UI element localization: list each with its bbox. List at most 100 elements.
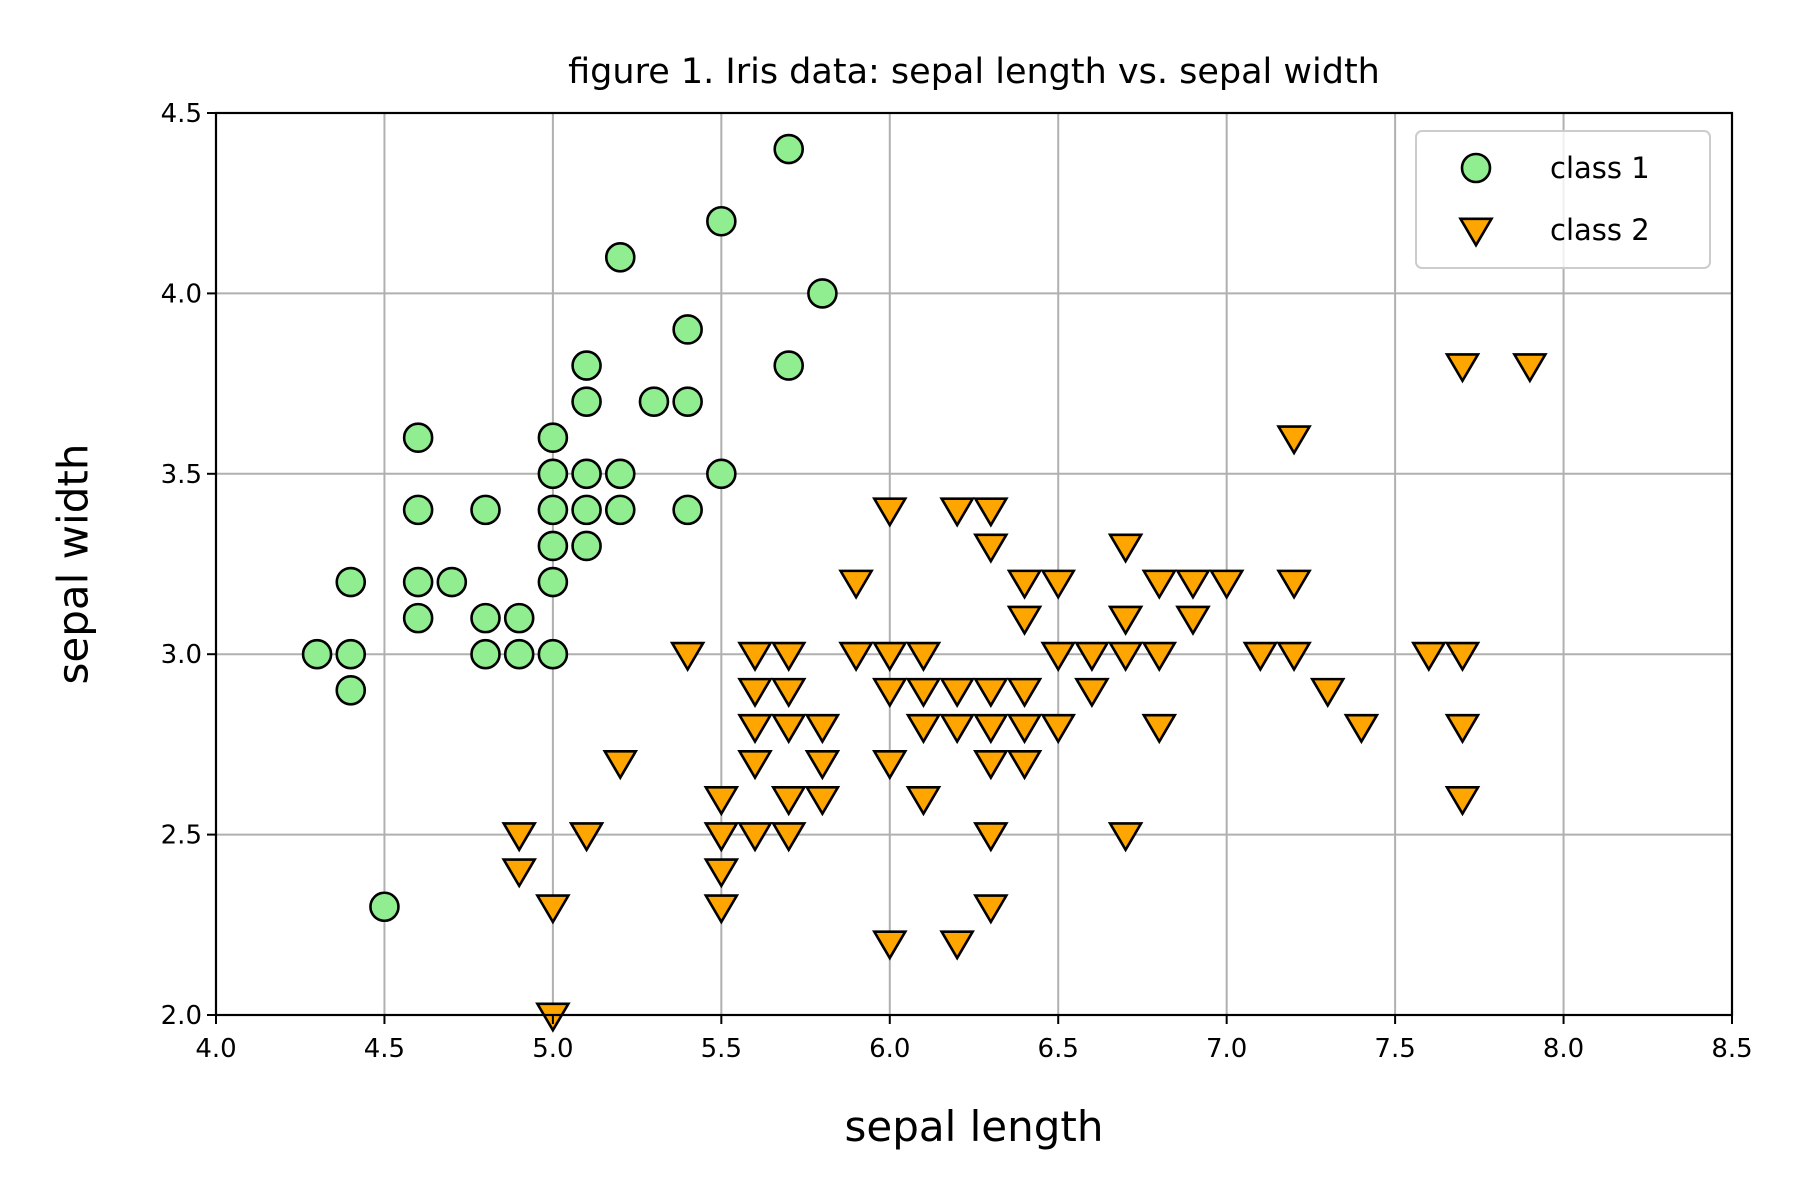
class-1-point [335,566,367,598]
legend-label: class 1 [1550,151,1650,185]
series-1 [301,133,838,923]
class-1-point [807,278,838,309]
x-tick-label: 8.5 [1711,1034,1752,1064]
class-2-point [973,533,1009,564]
x-tick-label: 5.0 [532,1034,573,1064]
class-1-point [604,494,636,526]
class-1-point [470,602,501,634]
class-2-point [1107,641,1144,672]
points-layer [301,133,1548,1033]
class-2-point [973,894,1009,925]
class-2-point [1444,713,1481,745]
x-tick-label: 6.5 [1038,1034,1079,1064]
class-2-point [501,822,537,853]
y-tick-label: 4.5 [161,99,202,129]
class-2-point [1276,641,1312,672]
class-1-point [335,674,367,706]
class-1-point [369,891,400,923]
class-1-point [571,458,602,490]
class-2-point [770,822,807,853]
class-2-point [905,641,942,672]
ticks-layer: 4.0 4.5 5.0 5.5 6.0 6.5 7.0 7.5 8.0 8.5 2.0 2.5 3.0 3… [161,99,1753,1064]
x-tick-label: 4.0 [195,1034,236,1064]
legend-items: class 1 class 2 [1458,151,1650,248]
class-2-point [939,497,975,528]
x-tick-label: 6.0 [869,1034,910,1064]
class-1-point [402,494,434,526]
class-1-point [571,350,602,381]
class-2-point [1040,713,1076,745]
class-1-point [503,602,535,634]
class-1-point [571,530,602,562]
class-2-point [804,786,841,817]
class-2-point [1411,641,1447,672]
x-tick-label: 4.5 [364,1034,405,1064]
class-2-point [1141,641,1178,672]
class-2-point [535,894,571,925]
class-2-point [703,822,740,853]
y-tick-label: 3.5 [161,460,202,490]
class-2-point [1276,425,1312,456]
class-2-point [737,749,773,781]
class-1-point [402,566,434,598]
class-1-point [402,602,434,634]
class-1-point [571,386,602,417]
class-2-point [1309,677,1346,709]
class-2-point [1040,569,1076,600]
class-2-point [1141,569,1178,600]
class-2-point [872,930,908,961]
class-2-point [1006,605,1043,636]
class-2-point [770,641,807,672]
x-tick-label: 5.5 [701,1034,742,1064]
class-2-point [1006,749,1043,781]
class-2-point [737,677,773,709]
y-tick-label: 4.0 [161,279,202,309]
class-2-point [939,713,975,745]
legend-label: class 2 [1550,213,1650,247]
class-2-point [939,930,975,961]
class-2-point [905,786,942,817]
class-1-point [672,314,703,345]
class-2-point [501,858,537,889]
class-2-point [1074,677,1110,709]
class-2-point [1006,569,1043,600]
class-2-point [1040,641,1076,672]
class-2-point [703,858,740,889]
class-1-point [537,458,569,490]
class-2-point [737,641,773,672]
class-1-point [503,638,535,670]
class-1-point [638,386,670,417]
y-axis-title: sepal width [49,444,98,685]
class-2-point [1141,713,1178,745]
class-2-point [770,677,807,709]
class-1-point [537,494,569,526]
class-1-point [571,494,602,526]
plot-area-frame [214,111,1734,1017]
class-1-point [470,494,501,526]
class-2-point [872,749,908,781]
class-2-point [1074,641,1110,672]
class-2-point [838,641,874,672]
class-1-point [604,458,636,490]
class-2-point [838,569,874,600]
class-2-point [1444,641,1481,672]
class-2-point [973,713,1009,745]
legend-circle-icon [1460,152,1492,184]
class-2-point [1107,605,1144,636]
class-2-point [905,677,942,709]
class-2-point [1175,569,1211,600]
y-tick-label: 2.0 [161,1001,202,1031]
class-1-point [537,566,569,598]
class-2-point [1107,533,1144,564]
class-1-point [301,638,333,670]
class-1-point [537,638,569,670]
class-1-point [436,566,468,598]
class-2-point [804,713,841,745]
class-2-point [1006,677,1043,709]
class-2-point [973,497,1009,528]
class-2-point [770,786,807,817]
x-tick-label: 7.0 [1206,1034,1247,1064]
class-2-point [1343,713,1380,745]
